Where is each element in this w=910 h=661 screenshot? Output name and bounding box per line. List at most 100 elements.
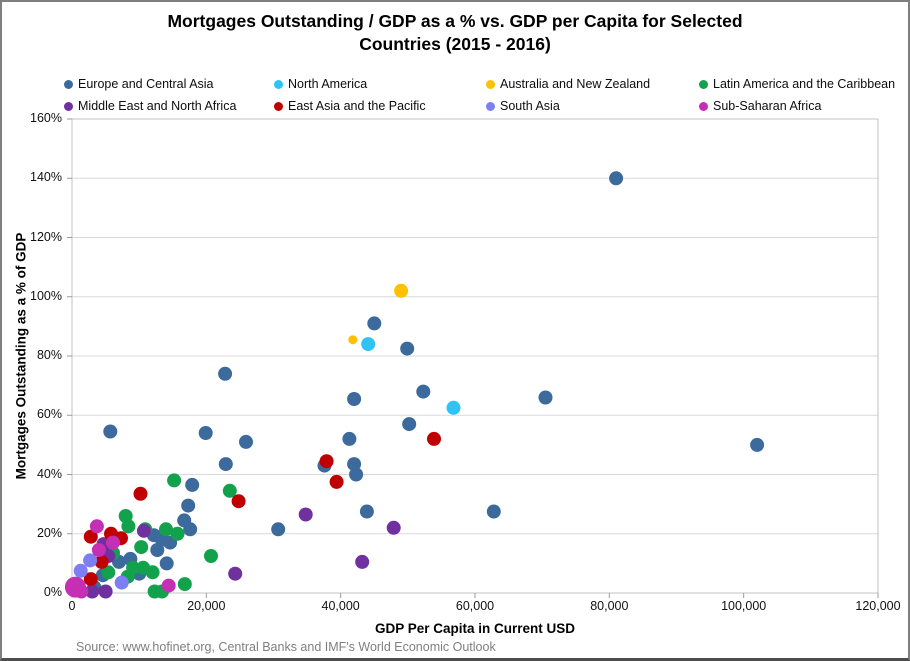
data-point [198, 426, 213, 440]
data-point [204, 549, 218, 563]
y-tick-label: 160% [30, 111, 62, 125]
data-point [416, 384, 431, 399]
data-point [177, 577, 192, 592]
x-tick-label: 0 [68, 599, 76, 613]
legend-label: Australia and New Zealand [500, 77, 651, 91]
data-point [400, 341, 415, 356]
legend-item-australia-and-new-zealand: Australia and New Zealand [486, 76, 650, 92]
data-point [218, 457, 233, 472]
y-axis-title: Mortgages Outstanding as a % of GDP [13, 232, 29, 480]
data-point [402, 417, 417, 432]
legend-marker-icon [486, 79, 495, 89]
x-tick-label: 100,000 [721, 599, 767, 613]
data-point [183, 522, 198, 537]
data-point [348, 335, 358, 345]
legend-item-middle-east-and-north-africa: Middle East and North Africa [64, 98, 236, 114]
data-point [538, 390, 553, 405]
data-point [159, 556, 174, 571]
legend-marker-icon [274, 101, 283, 111]
legend-label: Latin America and the Caribbean [713, 77, 896, 91]
legend-label: South Asia [500, 99, 560, 113]
chart-title: Mortgages Outstanding / GDP as a % vs. G… [2, 10, 908, 56]
x-tick-label: 20,000 [187, 599, 226, 613]
data-point [298, 507, 313, 522]
data-point [181, 498, 196, 513]
data-point [271, 522, 286, 537]
data-point [231, 494, 246, 509]
x-tick-label: 120,000 [855, 599, 901, 613]
legend-label: North America [288, 77, 368, 91]
data-point [94, 554, 109, 569]
legend-label: East Asia and the Pacific [288, 99, 426, 113]
data-point [161, 578, 176, 593]
data-point [486, 504, 501, 519]
data-point [133, 486, 148, 501]
data-point [83, 529, 98, 544]
legend-label: Sub-Saharan Africa [713, 99, 822, 113]
data-point [73, 563, 88, 578]
y-tick-label: 20% [36, 525, 62, 540]
data-point [106, 535, 120, 550]
data-point [150, 543, 165, 557]
data-point [89, 519, 104, 534]
data-point [101, 565, 116, 580]
legend-marker-icon [64, 79, 73, 89]
legend-marker-icon [699, 101, 708, 111]
legend-marker-icon [64, 101, 73, 111]
source-note: Source: www.hofinet.org, Central Banks a… [76, 640, 496, 654]
x-tick-label: 60,000 [455, 599, 495, 613]
legend-marker-icon [699, 79, 708, 89]
data-point [347, 457, 362, 472]
data-point [228, 566, 243, 581]
x-axis-title: GDP Per Capita in Current USD [374, 621, 576, 636]
y-tick-label: 120% [30, 229, 62, 244]
data-point [355, 554, 370, 569]
data-point [83, 572, 98, 587]
legend-marker-icon [486, 101, 495, 111]
legend-item-sub-saharan-africa: Sub-Saharan Africa [699, 98, 821, 114]
data-point [329, 474, 344, 489]
data-point [91, 543, 106, 557]
data-point [167, 473, 182, 488]
data-point [103, 424, 118, 439]
legend-label: Europe and Central Asia [78, 77, 214, 91]
legend-marker-icon [274, 79, 283, 89]
data-point [74, 584, 89, 599]
legend-item-east-asia-and-the-pacific: East Asia and the Pacific [274, 98, 426, 114]
data-point [218, 366, 233, 381]
data-point [367, 316, 382, 331]
chart-title-line1: Mortgages Outstanding / GDP as a % vs. G… [167, 11, 743, 31]
data-point [121, 519, 136, 534]
data-point [609, 171, 624, 186]
data-point [170, 526, 185, 541]
legend-item-south-asia: South Asia [486, 98, 560, 114]
data-point [185, 477, 200, 492]
data-point [136, 523, 151, 538]
data-point [386, 520, 401, 535]
legend-item-north-america: North America [274, 76, 367, 92]
legend-item-europe-and-central-asia: Europe and Central Asia [64, 76, 214, 92]
y-tick-label: 0% [43, 585, 62, 599]
data-point [347, 392, 362, 406]
data-point [145, 565, 160, 580]
data-point [85, 584, 100, 599]
data-point [349, 467, 364, 482]
y-tick-label: 140% [30, 170, 62, 185]
x-tick-label: 80,000 [590, 599, 629, 613]
data-point [359, 504, 374, 519]
data-point [159, 522, 173, 537]
data-point [134, 540, 149, 555]
data-point [222, 483, 237, 498]
data-point [342, 431, 357, 446]
data-point [319, 454, 334, 469]
data-point [427, 431, 441, 446]
data-point [446, 400, 461, 415]
data-point [83, 553, 98, 568]
data-point [98, 584, 113, 599]
data-point [114, 575, 129, 590]
data-point [750, 437, 765, 452]
legend-label: Middle East and North Africa [78, 99, 237, 113]
chart-title-line2: Countries (2015 - 2016) [359, 34, 551, 54]
y-tick-label: 60% [36, 407, 62, 422]
